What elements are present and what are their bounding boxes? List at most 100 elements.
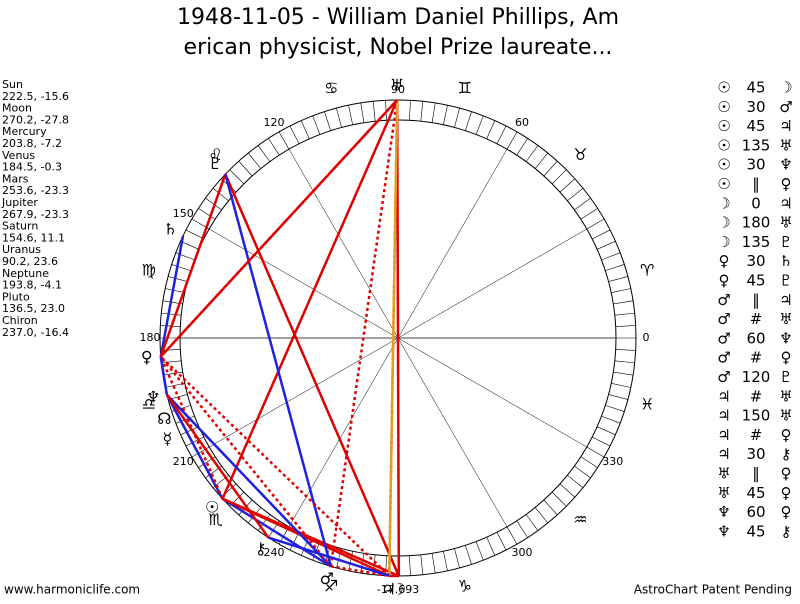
node-glyph: ☊ bbox=[157, 409, 171, 428]
aspect-type: 30 bbox=[746, 98, 765, 116]
ring-tick bbox=[465, 545, 471, 564]
aspect-type: 45 bbox=[746, 117, 765, 135]
ring-tick bbox=[611, 383, 631, 387]
ring-tick bbox=[581, 208, 598, 219]
sign-glyph: ♈ bbox=[640, 261, 654, 280]
ring-tick bbox=[535, 507, 548, 523]
ring-tick bbox=[552, 170, 566, 184]
ring-tick bbox=[386, 556, 387, 576]
ring-tick bbox=[454, 108, 459, 127]
ring-tick bbox=[517, 138, 528, 155]
aspect-type: ‖ bbox=[752, 175, 760, 193]
ring-tick bbox=[544, 161, 557, 176]
aspect-planet: ♇ bbox=[779, 272, 792, 290]
aspect-planet: ♂ bbox=[717, 349, 730, 367]
title-line: erican physicist, Nobel Prize laureate..… bbox=[184, 35, 613, 60]
aspect-planet: ♂ bbox=[717, 310, 730, 328]
aspect-planet: ♂ bbox=[717, 329, 730, 347]
aspect-type: # bbox=[750, 426, 763, 444]
ring-tick bbox=[290, 126, 299, 144]
degree-label: 330 bbox=[602, 455, 623, 468]
degree-label: 150 bbox=[173, 207, 194, 220]
sign-glyph: ♊ bbox=[458, 78, 472, 97]
ring-tick bbox=[526, 145, 538, 161]
aspect-line bbox=[161, 174, 226, 357]
aspect-planet: ♀ bbox=[781, 175, 792, 193]
planet-coords: 237.0, -16.4 bbox=[2, 326, 69, 339]
ring-tick bbox=[507, 527, 517, 544]
aspect-planet: ♀ bbox=[781, 465, 792, 483]
ring-tick bbox=[301, 121, 309, 139]
sign-glyph: ♉ bbox=[573, 145, 587, 164]
planet-glyph: ♂ bbox=[320, 569, 334, 588]
sign-glyph: ♍ bbox=[142, 261, 156, 280]
aspect-planet: ♀ bbox=[719, 252, 730, 270]
ring-tick bbox=[613, 301, 633, 304]
aspect-planet: ☉ bbox=[717, 98, 730, 116]
aspect-planet: ☽ bbox=[717, 194, 730, 212]
ring-tick bbox=[609, 394, 628, 399]
ring-tick bbox=[361, 103, 364, 123]
ring-tick bbox=[465, 112, 471, 131]
aspect-planet: ♅ bbox=[779, 407, 792, 425]
footer-left: www.harmoniclife.com bbox=[4, 583, 140, 597]
ring-tick bbox=[613, 372, 633, 375]
sign-glyph: ♒ bbox=[573, 510, 587, 529]
degree-label: 240 bbox=[264, 546, 285, 559]
aspect-type: 180 bbox=[742, 214, 771, 232]
title-line: 1948-11-05 - William Daniel Phillips, Am bbox=[177, 5, 619, 30]
ring-tick bbox=[313, 116, 320, 135]
ring-tick bbox=[592, 230, 610, 239]
planet-glyph: ☿ bbox=[163, 429, 173, 448]
ring-tick bbox=[605, 264, 624, 270]
planet-glyph: ♄ bbox=[163, 219, 177, 238]
planet-glyph: ♇ bbox=[208, 154, 222, 173]
ring-tick bbox=[409, 556, 410, 576]
aspect-type: 30 bbox=[746, 445, 765, 463]
ring-tick bbox=[186, 230, 204, 239]
aspect-planet: ♃ bbox=[779, 194, 792, 212]
ring-tick bbox=[443, 551, 447, 571]
aspect-line bbox=[161, 357, 390, 576]
ring-tick bbox=[487, 537, 495, 555]
aspect-type: 45 bbox=[746, 79, 765, 97]
degree-label: 210 bbox=[173, 455, 194, 468]
aspect-planet: ♀ bbox=[781, 503, 792, 521]
ring-tick bbox=[409, 100, 410, 120]
ring-tick bbox=[616, 326, 636, 327]
aspect-planet: ☉ bbox=[717, 175, 730, 193]
sign-glyph: ♋ bbox=[324, 78, 338, 97]
ring-tick bbox=[560, 484, 575, 497]
aspect-planet: ♂ bbox=[779, 98, 792, 116]
ring-tick bbox=[421, 555, 423, 575]
aspect-planet: ♅ bbox=[779, 387, 792, 405]
aspect-planet: ♂ bbox=[717, 368, 730, 386]
ring-tick bbox=[605, 405, 624, 411]
aspect-line bbox=[223, 100, 398, 499]
aspect-type: # bbox=[750, 387, 763, 405]
aspect-planet: ♂ bbox=[717, 291, 730, 309]
ring-tick bbox=[239, 161, 252, 176]
ring-tick bbox=[567, 188, 583, 201]
ring-tick bbox=[526, 514, 538, 530]
degree-label: 60 bbox=[515, 116, 529, 129]
ring-tick bbox=[615, 361, 635, 363]
ring-tick bbox=[421, 101, 423, 121]
ring-tick bbox=[535, 153, 548, 169]
aspect-planet: ♄ bbox=[779, 252, 792, 270]
aspect-type: 60 bbox=[746, 329, 765, 347]
ring-tick bbox=[443, 105, 447, 125]
aspect-type: 120 bbox=[742, 368, 771, 386]
aspect-planet: ⚷ bbox=[781, 522, 792, 540]
aspect-planet: ⚷ bbox=[781, 445, 792, 463]
ring-tick bbox=[432, 103, 435, 123]
aspect-planet: ♀ bbox=[781, 349, 792, 367]
ring-tick bbox=[592, 437, 610, 446]
sign-glyph: ♓ bbox=[640, 394, 654, 413]
aspect-line bbox=[161, 100, 397, 357]
ring-tick bbox=[597, 427, 615, 435]
degree-label: 0 bbox=[643, 331, 650, 344]
aspect-type: 135 bbox=[742, 136, 771, 154]
ring-tick bbox=[324, 112, 330, 131]
